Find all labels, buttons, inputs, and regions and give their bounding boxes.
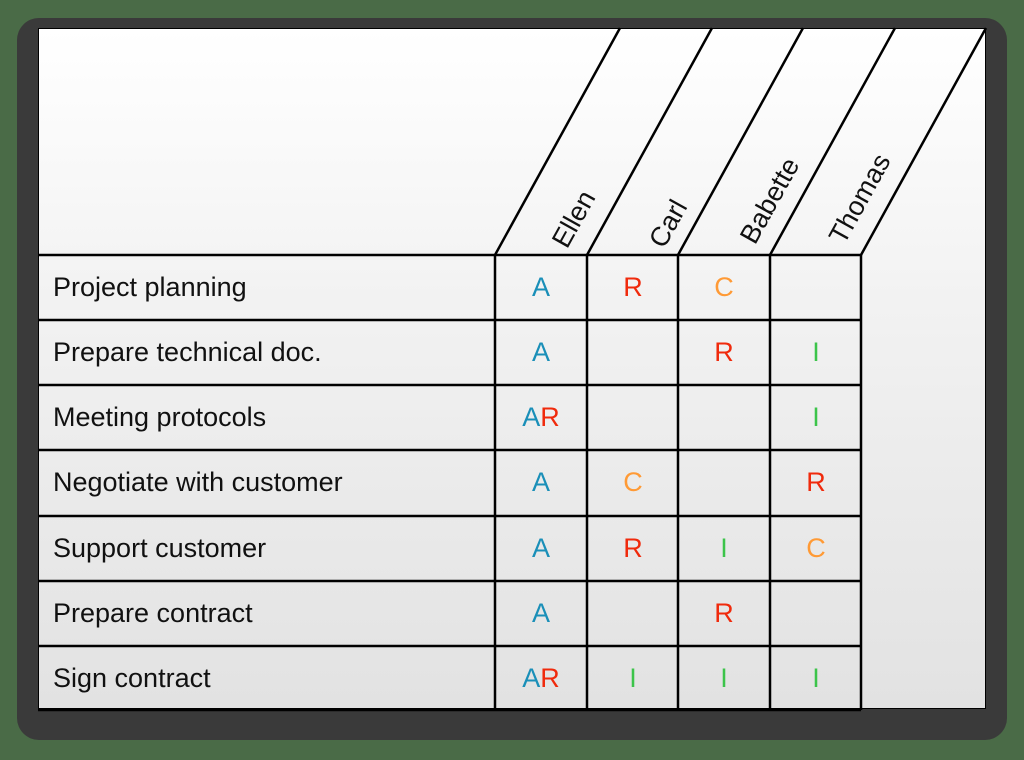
raci-letter-I: I bbox=[629, 663, 637, 693]
raci-cell-babette: I bbox=[678, 516, 770, 581]
raci-cell-ellen: A bbox=[495, 516, 587, 581]
raci-letter-A: A bbox=[531, 467, 550, 497]
raci-letter-C: C bbox=[806, 533, 826, 563]
raci-cell-carl bbox=[587, 320, 679, 385]
raci-letter-R: R bbox=[540, 402, 560, 432]
raci-matrix-sheet bbox=[38, 28, 986, 709]
raci-cell-babette: R bbox=[678, 581, 770, 646]
raci-letter-I: I bbox=[812, 663, 820, 693]
raci-letter-C: C bbox=[623, 467, 643, 497]
raci-cell-thomas bbox=[770, 255, 862, 320]
raci-cell-thomas: I bbox=[770, 385, 862, 450]
raci-cell-ellen: A bbox=[495, 320, 587, 385]
raci-cell-thomas: I bbox=[770, 320, 862, 385]
raci-letter-A: A bbox=[531, 272, 550, 302]
raci-letter-R: R bbox=[714, 337, 734, 367]
raci-letter-I: I bbox=[720, 533, 728, 563]
raci-cell-carl bbox=[587, 581, 679, 646]
raci-cell-ellen: AR bbox=[495, 385, 587, 450]
raci-letter-R: R bbox=[540, 663, 560, 693]
raci-letter-R: R bbox=[714, 598, 734, 628]
raci-cell-thomas bbox=[770, 581, 862, 646]
raci-cell-babette bbox=[678, 385, 770, 450]
raci-cell-ellen: A bbox=[495, 581, 587, 646]
raci-letter-C: C bbox=[714, 272, 734, 302]
raci-cell-babette: R bbox=[678, 320, 770, 385]
raci-cell-carl: I bbox=[587, 646, 679, 711]
raci-cell-babette bbox=[678, 450, 770, 515]
raci-letter-A: A bbox=[531, 337, 550, 367]
task-label: Sign contract bbox=[53, 663, 211, 693]
raci-cell-carl: R bbox=[587, 516, 679, 581]
raci-cell-carl: R bbox=[587, 255, 679, 320]
task-label: Meeting protocols bbox=[53, 402, 267, 432]
raci-cell-babette: I bbox=[678, 646, 770, 711]
raci-cell-thomas: R bbox=[770, 450, 862, 515]
raci-cell-carl: C bbox=[587, 450, 679, 515]
raci-cell-ellen: A bbox=[495, 450, 587, 515]
raci-letter-A: A bbox=[531, 598, 550, 628]
raci-cell-ellen: A bbox=[495, 255, 587, 320]
raci-letter-I: I bbox=[812, 402, 820, 432]
raci-letter-A: A bbox=[531, 533, 550, 563]
raci-cell-thomas: I bbox=[770, 646, 862, 711]
raci-cell-thomas: C bbox=[770, 516, 862, 581]
raci-letter-R: R bbox=[806, 467, 826, 497]
raci-letter-R: R bbox=[623, 533, 643, 563]
task-label: Support customer bbox=[53, 533, 267, 563]
raci-cell-carl bbox=[587, 385, 679, 450]
raci-letter-A: A bbox=[522, 402, 541, 432]
task-label: Prepare contract bbox=[53, 598, 253, 628]
raci-letter-A: A bbox=[522, 663, 541, 693]
raci-cell-ellen: AR bbox=[495, 646, 587, 711]
raci-letter-R: R bbox=[623, 272, 643, 302]
task-label: Prepare technical doc. bbox=[53, 337, 322, 367]
raci-letter-I: I bbox=[812, 337, 820, 367]
task-label: Project planning bbox=[53, 272, 247, 302]
raci-letter-I: I bbox=[720, 663, 728, 693]
raci-cell-babette: C bbox=[678, 255, 770, 320]
task-label: Negotiate with customer bbox=[53, 467, 343, 497]
